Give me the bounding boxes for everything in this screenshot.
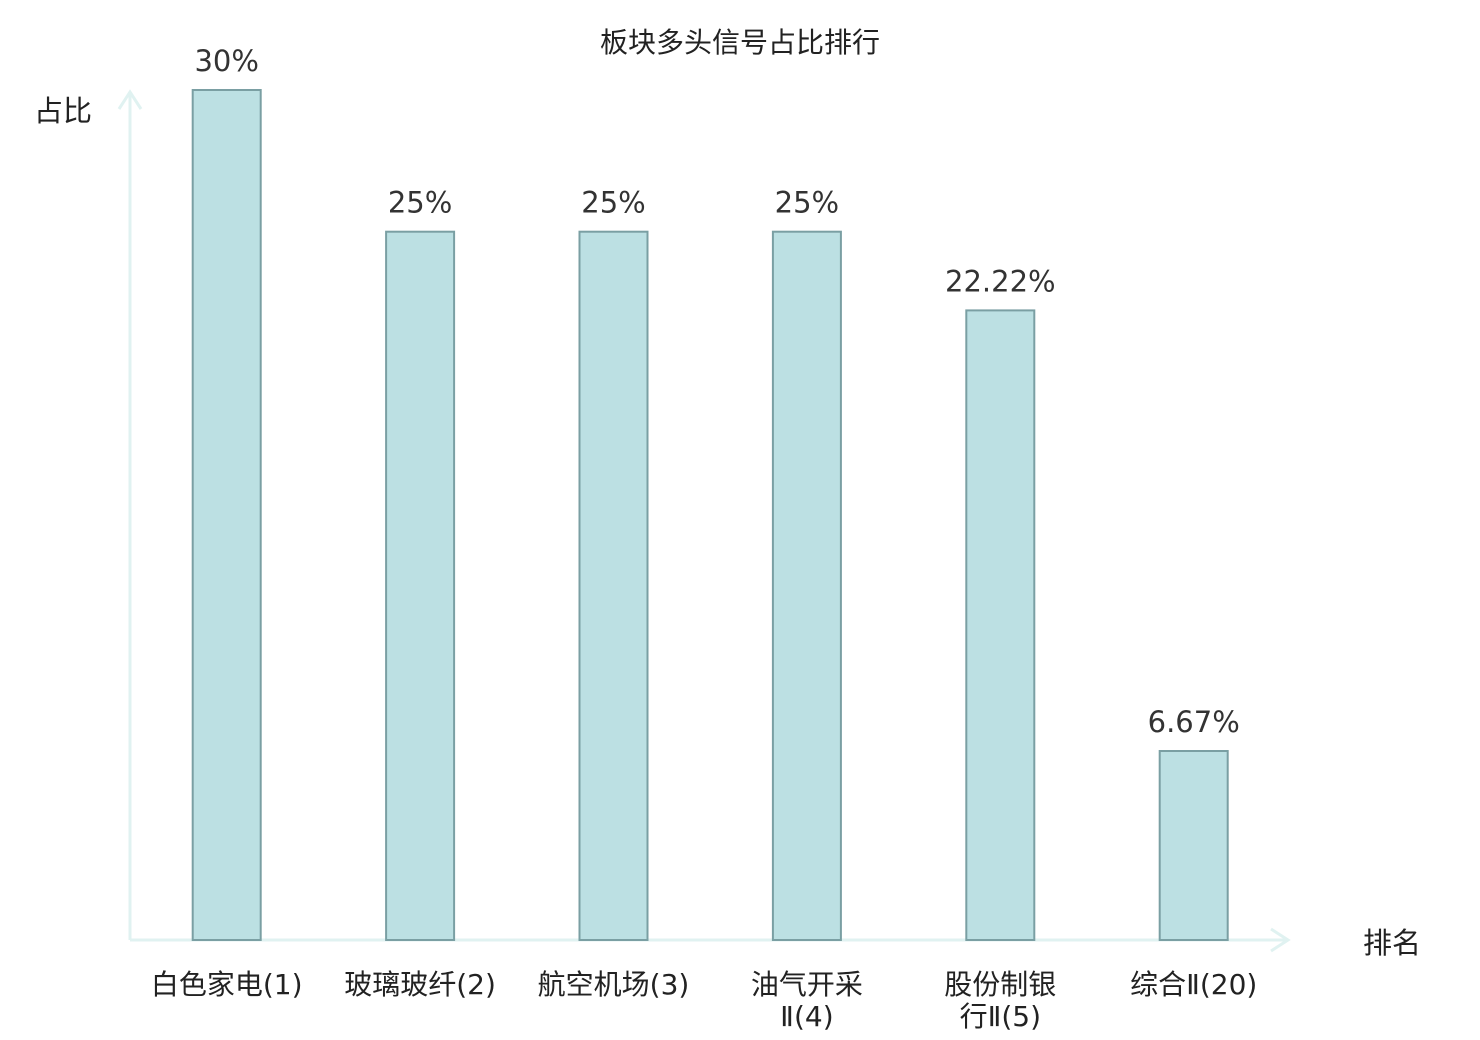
bar-value-label: 30% [194, 44, 258, 78]
x-tick-labels: 白色家电(1) 玻璃玻纤(2) 航空机场(3) 油气开采 Ⅱ(4) 股份制银行Ⅱ(5) 综合… [151, 968, 1257, 1033]
chart-title: 板块多头信号占比排行 [600, 26, 880, 59]
bar-value-label: 25% [581, 186, 645, 220]
x-axis-arrow [1270, 927, 1291, 953]
bar [965, 309, 1036, 941]
x-tick-label: 综合Ⅱ(20) [1130, 968, 1257, 1001]
bar-value-label: 25% [388, 186, 452, 220]
bars [191, 89, 1229, 941]
bar-value-label: 22.22% [945, 264, 1056, 298]
bar [1158, 750, 1229, 941]
bar-value-label: 25% [775, 186, 839, 220]
x-tick-label: 玻璃玻纤(2) [344, 968, 496, 1001]
bar-value-label: 6.67% [1148, 705, 1240, 739]
bar [191, 89, 262, 941]
bar [771, 230, 842, 941]
x-tick-label: 股份制银行Ⅱ(5) [944, 968, 1056, 1033]
y-axis-arrow [117, 89, 143, 110]
x-axis-label: 排名 [1363, 926, 1421, 960]
x-tick-label: 油气开采 Ⅱ(4) [751, 968, 863, 1033]
x-tick-label: 白色家电(1) [151, 968, 303, 1001]
x-tick-label: 航空机场(3) [538, 968, 690, 1001]
y-axis-label: 占比 [34, 94, 92, 128]
value-labels: 30% 25% 25% 25% 22.22% 6.67% [194, 44, 1239, 739]
axes [117, 89, 1291, 953]
bar [385, 230, 456, 941]
bar [578, 230, 649, 941]
